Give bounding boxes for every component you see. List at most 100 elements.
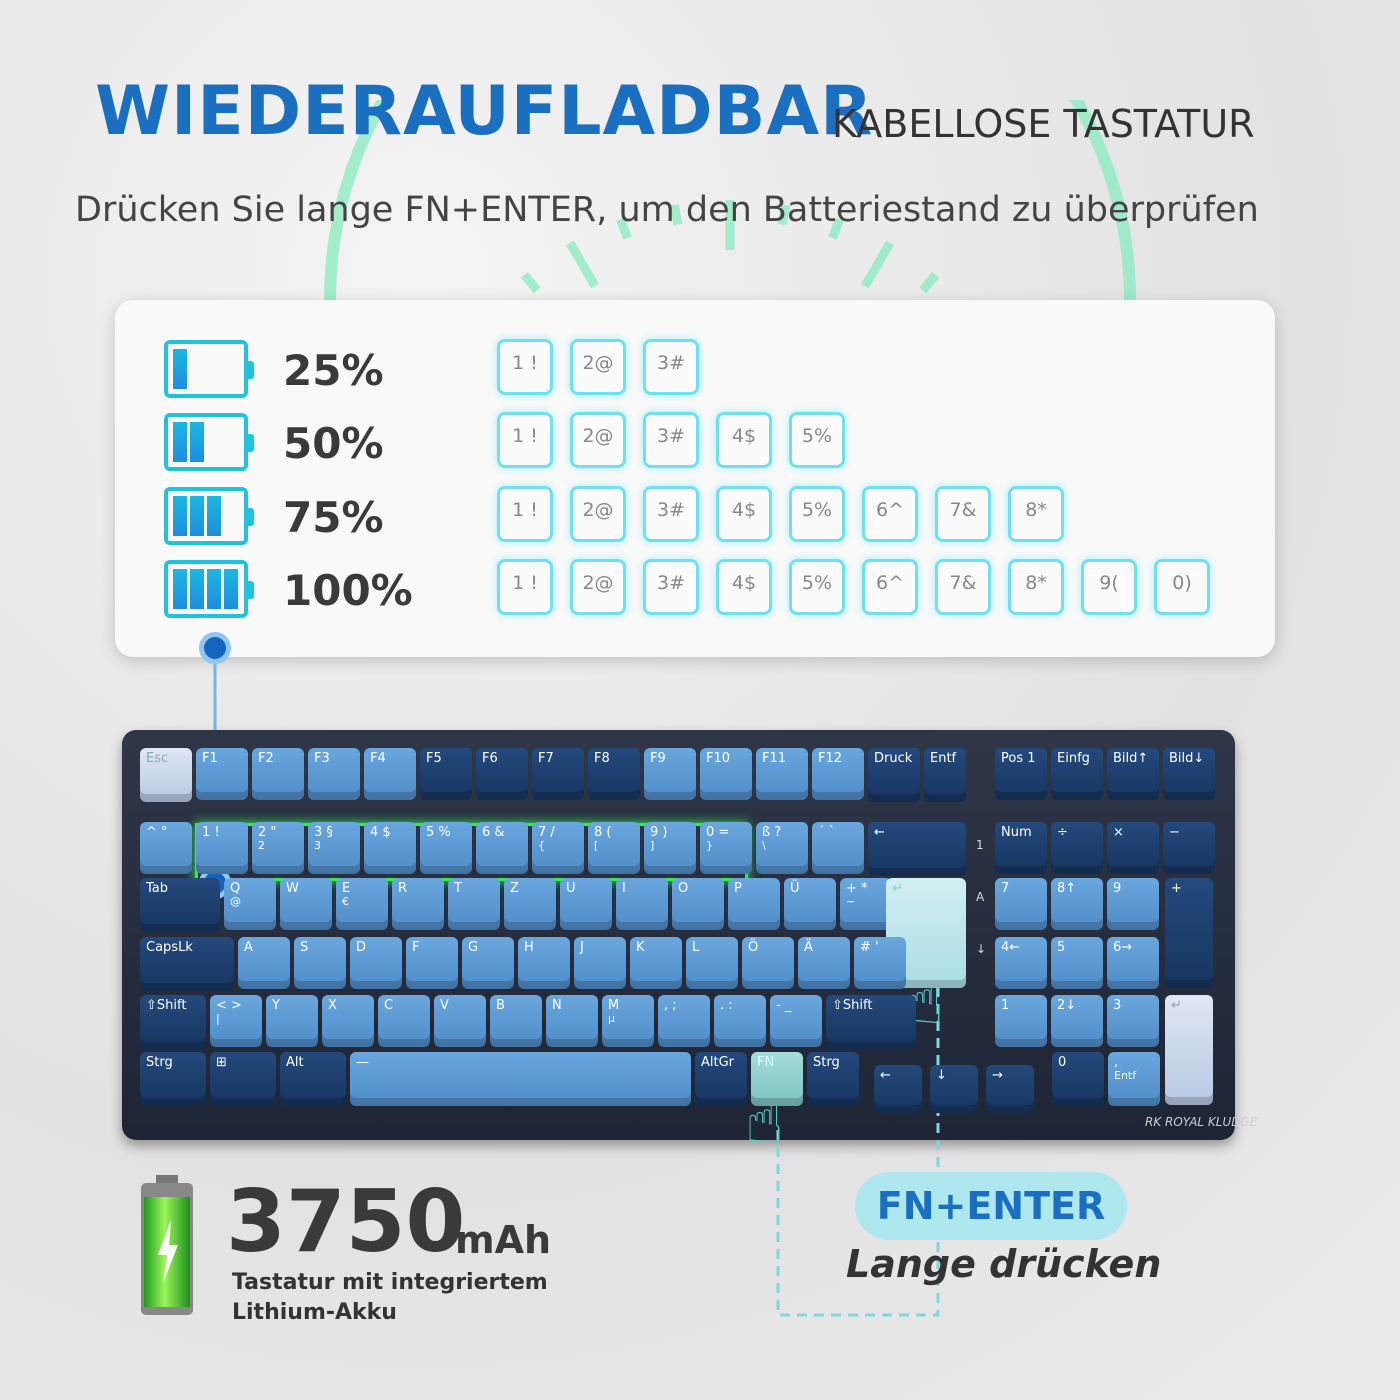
key-155[interactable]: FN bbox=[751, 1052, 803, 1106]
key-69[interactable]: O bbox=[672, 878, 724, 930]
key-120[interactable]: ⇧Shift bbox=[140, 995, 206, 1049]
key-46[interactable]: × bbox=[1107, 822, 1159, 874]
key-136[interactable]: ↵ bbox=[1165, 995, 1213, 1105]
key-40[interactable]: 0 =} bbox=[700, 822, 752, 874]
key-8[interactable]: F8 bbox=[588, 748, 640, 800]
key-105[interactable]: 6→ bbox=[1107, 937, 1159, 989]
key-31[interactable]: 1 ! bbox=[196, 822, 248, 874]
key-5[interactable]: F5 bbox=[420, 748, 472, 800]
key-6[interactable]: F6 bbox=[476, 748, 528, 800]
key-94[interactable]: F bbox=[406, 937, 458, 989]
key-71[interactable]: Ü bbox=[784, 878, 836, 930]
key-63[interactable]: E € bbox=[336, 878, 388, 930]
key-102[interactable]: # ' bbox=[854, 937, 906, 989]
key-91[interactable]: A bbox=[238, 937, 290, 989]
key-156[interactable]: Strg bbox=[807, 1052, 859, 1106]
key-121[interactable]: < > | bbox=[210, 995, 262, 1047]
key-18[interactable]: Bild↓ bbox=[1163, 748, 1215, 800]
key-68[interactable]: I bbox=[616, 878, 668, 930]
key-32[interactable]: 2 " 2 bbox=[252, 822, 304, 874]
key-75[interactable]: 8↑ bbox=[1051, 878, 1103, 930]
key-44[interactable]: Num bbox=[995, 822, 1047, 874]
key-152[interactable]: Alt bbox=[280, 1052, 346, 1106]
key-133[interactable]: 1 bbox=[995, 995, 1047, 1047]
key-154[interactable]: AltGr bbox=[695, 1052, 747, 1106]
key-123[interactable]: X bbox=[322, 995, 374, 1047]
key-38[interactable]: 8 ([ bbox=[588, 822, 640, 874]
key-34[interactable]: 4 $ bbox=[364, 822, 416, 874]
key-3[interactable]: F3 bbox=[308, 748, 360, 800]
key-129[interactable]: , ; bbox=[658, 995, 710, 1047]
key-127[interactable]: N bbox=[546, 995, 598, 1047]
key-157[interactable]: ← bbox=[874, 1065, 922, 1113]
key-93[interactable]: D bbox=[350, 937, 402, 989]
key-98[interactable]: K bbox=[630, 937, 682, 989]
key-104[interactable]: 5 bbox=[1051, 937, 1103, 989]
key-0[interactable]: Esc bbox=[140, 748, 192, 802]
key-99[interactable]: L bbox=[686, 937, 738, 989]
key-47[interactable]: − bbox=[1163, 822, 1215, 874]
key-135[interactable]: 3 bbox=[1107, 995, 1159, 1047]
key-41[interactable]: ß ? \ bbox=[756, 822, 808, 874]
key-35[interactable]: 5 % bbox=[420, 822, 472, 874]
key-125[interactable]: V bbox=[434, 995, 486, 1047]
key-72[interactable]: + * ~ bbox=[840, 878, 892, 930]
key-66[interactable]: Z bbox=[504, 878, 556, 930]
key-67[interactable]: U bbox=[560, 878, 612, 930]
key-36[interactable]: 6 & bbox=[476, 822, 528, 874]
key-1[interactable]: F1 bbox=[196, 748, 248, 800]
key-103[interactable]: 4← bbox=[995, 937, 1047, 989]
key-13[interactable]: Druck bbox=[868, 748, 920, 802]
key-150[interactable]: Strg bbox=[140, 1052, 206, 1106]
key-70[interactable]: P bbox=[728, 878, 780, 930]
key-130[interactable]: . : bbox=[714, 995, 766, 1047]
key-160[interactable]: 0 bbox=[1052, 1052, 1104, 1106]
key-42[interactable]: ´ ` bbox=[812, 822, 864, 874]
key-77[interactable]: + bbox=[1165, 878, 1213, 988]
key-151[interactable]: ⊞ bbox=[210, 1052, 276, 1106]
key-132[interactable]: ⇧Shift bbox=[826, 995, 916, 1049]
key-131[interactable]: - _ bbox=[770, 995, 822, 1047]
key-74[interactable]: 7 bbox=[995, 878, 1047, 930]
key-15[interactable]: Pos 1 bbox=[995, 748, 1047, 800]
key-43[interactable]: ← bbox=[868, 822, 966, 876]
key-16[interactable]: Einfg bbox=[1051, 748, 1103, 800]
key-97[interactable]: J bbox=[574, 937, 626, 989]
key-10[interactable]: F10 bbox=[700, 748, 752, 800]
key-2[interactable]: F2 bbox=[252, 748, 304, 800]
key-65[interactable]: T bbox=[448, 878, 500, 930]
key-62[interactable]: W bbox=[280, 878, 332, 930]
key-7[interactable]: F7 bbox=[532, 748, 584, 800]
key-122[interactable]: Y bbox=[266, 995, 318, 1047]
key-153[interactable]: — bbox=[350, 1052, 691, 1106]
key-126[interactable]: B bbox=[490, 995, 542, 1047]
key-4[interactable]: F4 bbox=[364, 748, 416, 800]
key-12[interactable]: F12 bbox=[812, 748, 864, 800]
key-60[interactable]: Tab bbox=[140, 878, 220, 932]
key-124[interactable]: C bbox=[378, 995, 430, 1047]
key-45[interactable]: ÷ bbox=[1051, 822, 1103, 874]
key-158[interactable]: ↓ bbox=[930, 1065, 978, 1113]
key-14[interactable]: Entf bbox=[924, 748, 966, 802]
key-100[interactable]: Ö bbox=[742, 937, 794, 989]
key-37[interactable]: 7 /{ bbox=[532, 822, 584, 874]
key-76[interactable]: 9 bbox=[1107, 878, 1159, 930]
key-39[interactable]: 9 )] bbox=[644, 822, 696, 874]
key-9[interactable]: F9 bbox=[644, 748, 696, 800]
key-64[interactable]: R bbox=[392, 878, 444, 930]
key-159[interactable]: → bbox=[986, 1065, 1034, 1113]
key-101[interactable]: Ä bbox=[798, 937, 850, 989]
key-134[interactable]: 2↓ bbox=[1051, 995, 1103, 1047]
battery-icon bbox=[164, 413, 254, 471]
key-61[interactable]: Q @ bbox=[224, 878, 276, 930]
key-11[interactable]: F11 bbox=[756, 748, 808, 800]
key-17[interactable]: Bild↑ bbox=[1107, 748, 1159, 800]
key-33[interactable]: 3 § 3 bbox=[308, 822, 360, 874]
key-95[interactable]: G bbox=[462, 937, 514, 989]
key-90[interactable]: CapsLk bbox=[140, 937, 234, 991]
key-30[interactable]: ^ ° bbox=[140, 822, 192, 874]
key-96[interactable]: H bbox=[518, 937, 570, 989]
key-92[interactable]: S bbox=[294, 937, 346, 989]
key-161[interactable]: , Entf bbox=[1108, 1052, 1160, 1106]
